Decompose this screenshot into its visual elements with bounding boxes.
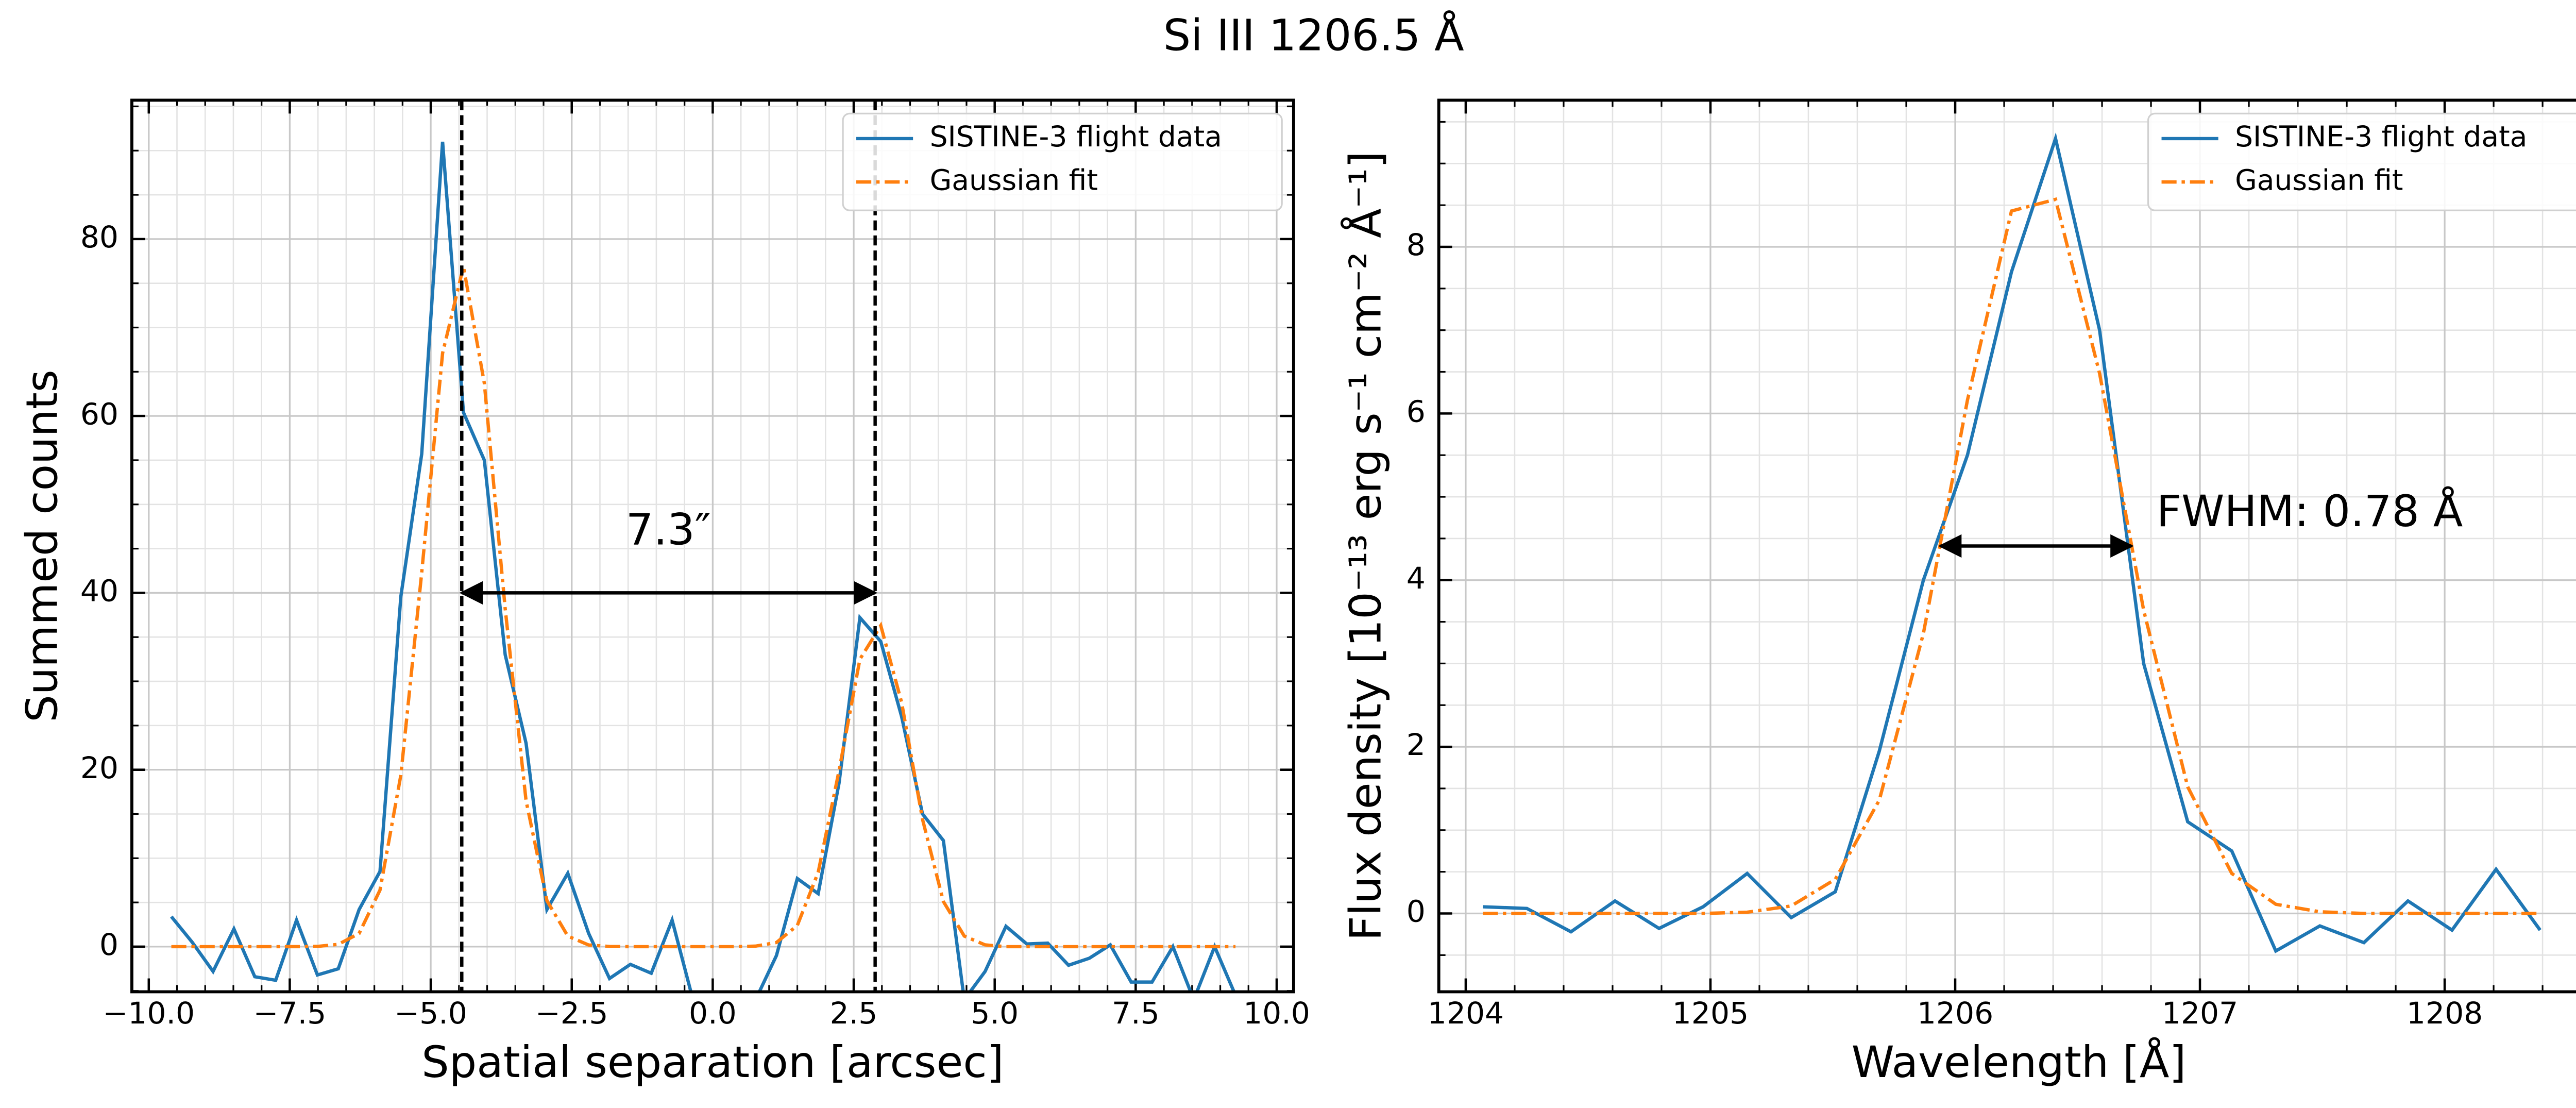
- legend-box: [842, 112, 1283, 211]
- legend-box: [2147, 112, 2576, 211]
- series-line: [1483, 197, 2540, 915]
- series-line: [171, 266, 1236, 949]
- y-axis-label: Flux density [10⁻¹³ erg s⁻¹ cm⁻² Å⁻¹]: [1340, 151, 1391, 941]
- legend-label: Gaussian fit: [2235, 163, 2403, 196]
- x-tick-label: 5.0: [971, 996, 1019, 1031]
- y-tick-label: 0: [1406, 894, 1426, 929]
- x-tick-label: 1205: [1672, 996, 1749, 1031]
- x-tick-label: −10.0: [103, 996, 195, 1031]
- series-line: [1483, 132, 2541, 953]
- y-tick-label: 60: [80, 396, 118, 431]
- x-tick-label: 1206: [1917, 996, 1993, 1031]
- figure-title: Si III 1206.5 Å: [1163, 9, 1464, 60]
- panel: 1204 1205 1206 1207 1208 0 2 4 6 8 FWHM: 0.78 Å Wav…: [1340, 98, 2576, 1087]
- y-axis-label: Summed counts: [16, 370, 67, 722]
- x-axis-label: Wavelength [Å]: [1852, 1036, 2187, 1087]
- x-tick-label: 7.5: [1112, 996, 1160, 1031]
- x-tick-label: −5.0: [394, 996, 467, 1031]
- y-tick-label: 80: [80, 220, 118, 255]
- y-tick-label: 0: [99, 927, 118, 962]
- y-tick-label: 8: [1406, 227, 1426, 262]
- axes-frame: [1437, 98, 2576, 994]
- y-tick-label: 6: [1406, 394, 1426, 429]
- x-tick-label: 1204: [1428, 996, 1504, 1031]
- plot-area: [170, 141, 1236, 992]
- annotation: FWHM: 0.78 Å: [2157, 485, 2463, 536]
- x-axis-label: Spatial separation [arcsec]: [421, 1037, 1004, 1087]
- x-tick-label: −2.5: [535, 996, 608, 1031]
- x-tick-label: 0.0: [689, 996, 737, 1031]
- legend-label: SISTINE-3 flight data: [930, 120, 1222, 153]
- legend-label: SISTINE-3 flight data: [2235, 120, 2527, 153]
- x-tick-label: 2.5: [830, 996, 878, 1031]
- x-tick-label: 10.0: [1243, 996, 1310, 1031]
- legend-label: Gaussian fit: [930, 163, 1098, 196]
- x-tick-label: 1208: [2406, 996, 2483, 1031]
- y-tick-label: 20: [80, 750, 118, 785]
- annotation: 7.3″: [626, 505, 711, 555]
- axes-frame: [130, 98, 1295, 994]
- x-tick-label: 1207: [2162, 996, 2238, 1031]
- x-tick-label: −7.5: [253, 996, 327, 1031]
- y-tick-label: 40: [80, 574, 118, 609]
- plot-area: [1483, 132, 2541, 953]
- y-tick-label: 4: [1406, 561, 1426, 596]
- panel: −10.0 −7.5 −5.0 −2.5 0.0 2.5 5.0 7.5 10.0 0 20 40 60…: [16, 98, 1310, 1087]
- y-tick-label: 2: [1406, 727, 1426, 762]
